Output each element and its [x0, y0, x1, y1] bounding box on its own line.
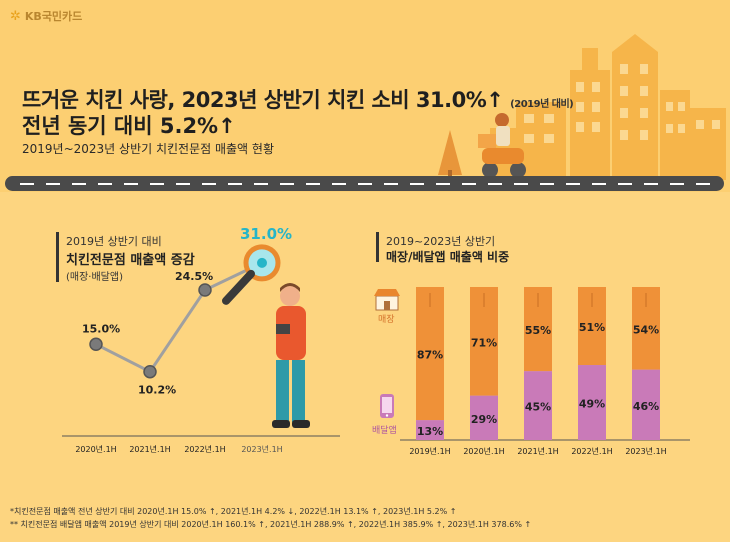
bar-store-label: 54% [633, 323, 659, 336]
line-point-2022년.1H [198, 283, 212, 297]
footnote-1: *치킨전문점 매출액 전년 상반기 대비 2020년.1H 15.0% ↑, 2… [10, 507, 457, 516]
bar-delivery-2023년.1H [632, 369, 660, 440]
page-title: 뜨거운 치킨 사랑, 2023년 상반기 치킨 소비 31.0%↑ (2019년… [22, 88, 574, 112]
person-phone [276, 324, 290, 334]
bar-store-2019년.1H [416, 287, 444, 421]
line-x-tick-label: 2023년.1H [241, 444, 282, 454]
line-x-tick-label: 2021년.1H [129, 444, 170, 454]
person-illustration [272, 283, 310, 428]
line-x-tick-label: 2020년.1H [75, 444, 116, 454]
left-panel-title-sub: (매장·배달앱) [66, 272, 123, 283]
left-panel-title-small: 2019년 상반기 대비 [66, 235, 162, 248]
bar-x-tick-label: 2022년.1H [571, 446, 612, 456]
line-value-label: 24.5% [175, 270, 213, 283]
footnote-2: ** 치킨전문점 배달앱 매출액 2019년 상반기 대비 2020년.1H 1… [10, 520, 532, 529]
right-panel-title-small: 2019~2023년 상반기 [386, 235, 496, 248]
line-value-label: 31.0% [240, 225, 292, 243]
magnifier-handle [222, 269, 255, 305]
line-chart: 15.0% 10.2% 24.5% 31.0% 2020년.1H 2021년.1H 2022… [62, 225, 340, 454]
brand-logo: ✲ KB국민카드 [10, 8, 83, 24]
person-shirt [276, 306, 306, 360]
line-value-label: 15.0% [82, 322, 120, 335]
bar-delivery-2019년.1H [416, 420, 444, 440]
stacked-bar-chart: 87% 13% 2019년.1H 71% 29% 2020년.1H 55% 45% 2021년.… [400, 287, 690, 456]
road-dash [20, 183, 710, 185]
person-leg-right [292, 360, 305, 422]
line-series [95, 261, 263, 374]
line-point-2023년.1H [257, 257, 267, 268]
line-point-2021년.1H [143, 364, 157, 379]
bar-x-tick-label: 2020년.1H [463, 446, 504, 456]
person-shoe-right [292, 420, 310, 428]
bar-delivery-label: 49% [579, 398, 605, 411]
person-shoe-left [272, 420, 290, 428]
title-note: (2019년 대비) [510, 99, 574, 110]
left-panel-title: 치킨전문점 매출액 증감 [66, 253, 195, 268]
city-skyline-illustration [438, 34, 726, 180]
page-title-line2: 전년 동기 대비 5.2%↑ [22, 114, 236, 138]
line-x-tick-label: 2022년.1H [184, 444, 225, 454]
left-panel-accent [56, 232, 59, 282]
person-leg-left [276, 360, 289, 422]
kb-star-icon: ✲ [10, 8, 21, 24]
bar-delivery-2021년.1H [524, 371, 552, 440]
store-icon [374, 289, 400, 311]
bar-delivery-label: 46% [633, 400, 659, 413]
right-panel-title: 매장/배달앱 매출액 비중 [386, 250, 510, 264]
legend-store-label: 매장 [378, 315, 395, 325]
bar-delivery-2020년.1H [470, 395, 498, 440]
bar-x-tick-label: 2019년.1H [409, 446, 450, 456]
bar-store-label: 87% [417, 349, 443, 362]
bar-x-tick-label: 2021년.1H [517, 446, 558, 456]
bar-store-label: 55% [525, 324, 551, 337]
bar-delivery-label: 29% [471, 413, 497, 426]
legend-delivery-label: 배달앱 [372, 426, 397, 436]
line-point-2020년.1H [89, 337, 103, 352]
bar-store-label: 71% [471, 336, 497, 349]
bar-delivery-label: 13% [417, 425, 443, 438]
bar-store-label: 51% [579, 321, 605, 334]
page-subtitle: 2019년~2023년 상반기 치킨전문점 매출액 현황 [22, 142, 274, 156]
person-hair [280, 283, 300, 292]
bar-delivery-label: 45% [525, 401, 551, 414]
line-value-label: 10.2% [138, 384, 176, 397]
delivery-app-icon [380, 394, 394, 418]
right-panel-accent [376, 232, 379, 262]
person-head [280, 286, 300, 306]
bar-x-tick-label: 2023년.1H [625, 446, 666, 456]
bar-delivery-2022년.1H [578, 365, 606, 440]
